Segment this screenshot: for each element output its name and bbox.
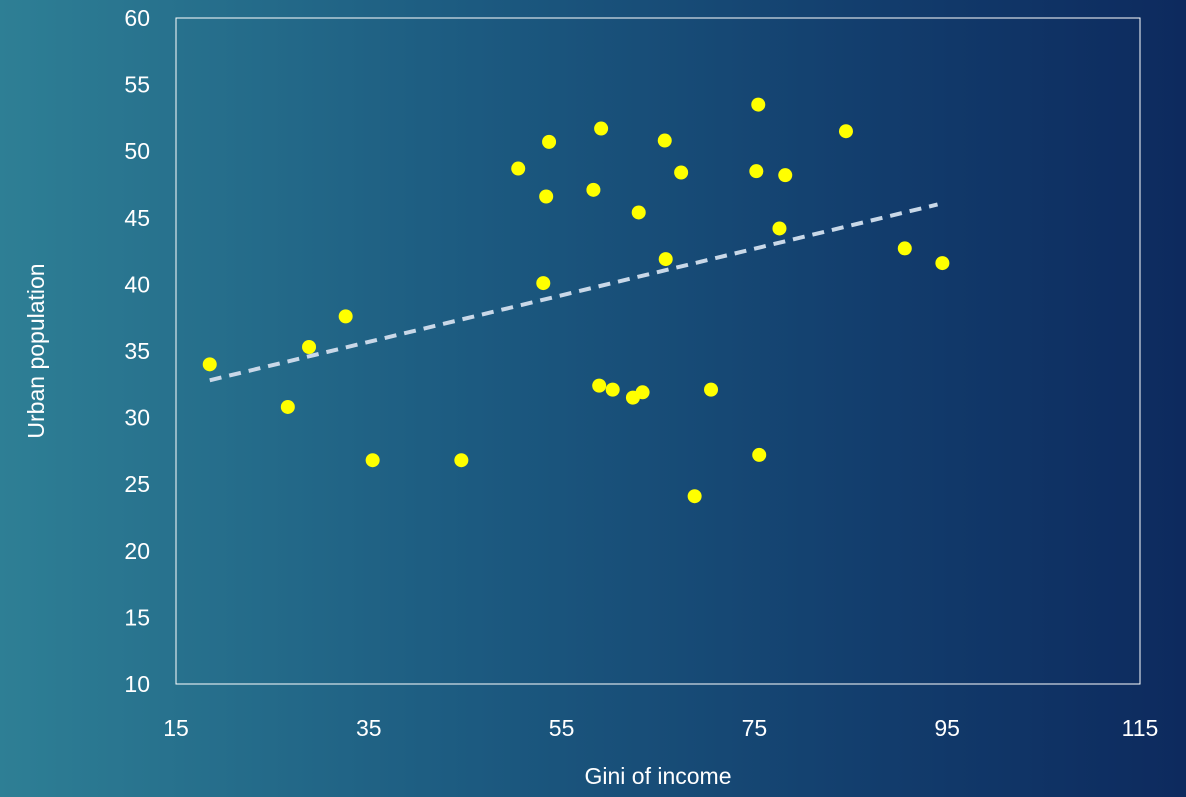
data-point (704, 382, 719, 397)
plot-area-frame (175, 17, 1141, 685)
trendline (209, 202, 939, 383)
data-point (302, 340, 317, 355)
scatter-points (202, 97, 950, 504)
data-point (536, 276, 551, 291)
data-point (511, 161, 526, 176)
y-tick-label: 60 (124, 5, 150, 31)
data-point (778, 168, 793, 183)
y-tick-label: 15 (124, 604, 150, 630)
data-point (674, 165, 689, 180)
y-tick-label: 55 (124, 72, 150, 98)
data-point (752, 447, 767, 462)
data-point (592, 378, 607, 393)
x-tick-label: 95 (934, 715, 960, 741)
x-tick-label: 75 (742, 715, 768, 741)
x-tick-label: 15 (163, 715, 189, 741)
data-point (687, 489, 702, 504)
y-tick-label: 10 (124, 671, 150, 697)
x-tick-label: 35 (356, 715, 382, 741)
y-tick-label: 30 (124, 405, 150, 431)
x-tick-label: 115 (1122, 715, 1159, 741)
x-axis-label: Gini of income (584, 763, 731, 789)
y-tick-label: 50 (124, 138, 150, 164)
data-point (605, 382, 620, 397)
data-point (365, 453, 380, 468)
data-point (658, 252, 673, 267)
data-point (542, 134, 557, 149)
data-point (772, 221, 787, 236)
data-point (594, 121, 609, 136)
data-point (657, 133, 672, 148)
data-point (280, 399, 295, 414)
y-tick-label: 35 (124, 338, 150, 364)
data-point (635, 385, 650, 400)
data-point (454, 453, 469, 468)
data-point (586, 182, 601, 197)
y-tick-label: 25 (124, 471, 150, 497)
y-tick-label: 45 (124, 205, 150, 231)
y-axis-ticks: 10 15 20 25 30 35 40 45 50 55 60 (124, 5, 150, 697)
data-point (935, 256, 950, 271)
data-point (202, 357, 217, 372)
data-point (338, 309, 353, 324)
y-tick-label: 20 (124, 538, 150, 564)
data-point (749, 164, 764, 179)
data-point (539, 189, 554, 204)
x-axis-ticks: 15 35 55 75 95 115 (163, 715, 1158, 741)
x-tick-label: 55 (549, 715, 575, 741)
data-point (751, 97, 766, 112)
data-point (897, 241, 912, 256)
y-axis-label: Urban population (23, 263, 49, 438)
y-tick-label: 40 (124, 271, 150, 297)
data-point (631, 205, 646, 220)
data-point (838, 124, 853, 139)
